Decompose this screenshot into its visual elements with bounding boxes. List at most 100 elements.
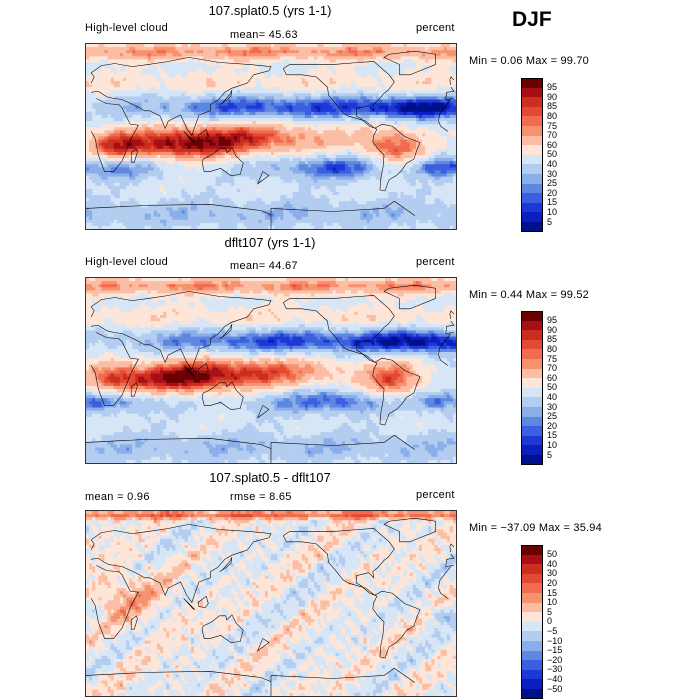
field-cell: [280, 164, 284, 168]
field-cell: [129, 151, 133, 156]
field-cell: [351, 145, 355, 150]
field-cell: [212, 164, 216, 168]
field-cell: [184, 59, 189, 63]
field-cell: [341, 105, 346, 110]
field-cell: [348, 124, 352, 128]
field-cell: [234, 87, 238, 91]
field-cell: [292, 164, 296, 168]
field-cell: [320, 142, 324, 147]
field-cell: [138, 145, 142, 150]
field-cell: [212, 59, 216, 63]
field-cell: [178, 84, 182, 88]
field-cell: [446, 139, 451, 143]
field-cell: [422, 59, 426, 63]
field-cell: [301, 108, 306, 113]
field-cell: [230, 124, 235, 128]
field-cell: [126, 167, 130, 171]
field-cell: [156, 158, 161, 162]
field-cell: [323, 56, 327, 60]
field-cell: [397, 164, 401, 168]
field-cell: [277, 127, 281, 131]
field-cell: [123, 158, 127, 162]
field-cell: [348, 142, 352, 147]
field-cell: [132, 136, 136, 140]
field-cell: [338, 155, 343, 159]
field-cell: [317, 99, 321, 103]
field-cell: [428, 53, 432, 57]
field-cell: [366, 136, 370, 140]
field-cell: [104, 170, 108, 174]
field-cell: [375, 74, 380, 79]
field-cell: [224, 62, 229, 66]
field-cell: [366, 133, 370, 137]
field-cell: [311, 114, 315, 119]
field-cell: [308, 161, 312, 165]
field-cell: [215, 105, 219, 110]
field-cell: [449, 145, 454, 150]
field-cell: [249, 96, 253, 100]
field-cell: [116, 81, 121, 85]
field-cell: [289, 44, 293, 48]
field-cell: [317, 90, 321, 94]
field-cell: [240, 164, 244, 168]
field-cell: [206, 170, 210, 174]
field-cell: [166, 71, 170, 76]
field-cell: [385, 136, 389, 140]
field-cell: [280, 142, 284, 147]
field-cell: [212, 121, 216, 125]
field-cell: [320, 105, 324, 110]
field-cell: [363, 155, 367, 159]
field-cell: [298, 118, 303, 122]
field-cell: [298, 59, 303, 63]
field-cell: [274, 81, 278, 85]
field-cell: [409, 139, 414, 143]
field-cell: [363, 136, 367, 140]
field-cell: [292, 102, 296, 106]
field-cell: [264, 99, 269, 103]
field-cell: [338, 121, 343, 125]
field-cell: [314, 158, 318, 162]
field-cell: [277, 148, 281, 153]
field-cell: [132, 145, 136, 150]
field-cell: [160, 148, 164, 153]
field-cell: [150, 136, 155, 140]
field-cell: [412, 77, 417, 82]
field-cell: [193, 102, 198, 106]
field-cell: [166, 148, 170, 153]
field-cell: [314, 111, 318, 116]
field-cell: [178, 111, 182, 116]
field-cell: [147, 44, 152, 48]
field-cell: [123, 127, 127, 131]
field-cell: [425, 133, 429, 137]
field-cell: [338, 148, 343, 153]
field-cell: [440, 124, 444, 128]
field-cell: [326, 118, 330, 122]
field-cell: [326, 161, 330, 165]
field-cell: [332, 148, 337, 153]
field-cell: [289, 167, 293, 171]
field-cell: [412, 81, 417, 85]
field-cell: [375, 77, 380, 82]
field-cell: [283, 161, 287, 165]
field-cell: [240, 53, 244, 57]
field-cell: [252, 81, 256, 85]
field-cell: [221, 93, 226, 97]
field-cell: [369, 99, 374, 103]
field-cell: [172, 111, 176, 116]
field-cell: [193, 151, 198, 156]
field-cell: [397, 158, 401, 162]
field-cell: [363, 65, 367, 69]
field-cell: [335, 77, 340, 82]
field-cell: [301, 59, 306, 63]
field-cell: [230, 145, 235, 150]
field-cell: [280, 124, 284, 128]
field-cell: [178, 142, 182, 147]
field-cell: [237, 130, 241, 134]
field-cell: [440, 50, 444, 54]
field-cell: [428, 124, 432, 128]
field-cell: [252, 71, 256, 76]
field-cell: [434, 74, 438, 79]
field-cell: [422, 111, 426, 116]
field-cell: [156, 65, 161, 69]
field-cell: [357, 133, 361, 137]
